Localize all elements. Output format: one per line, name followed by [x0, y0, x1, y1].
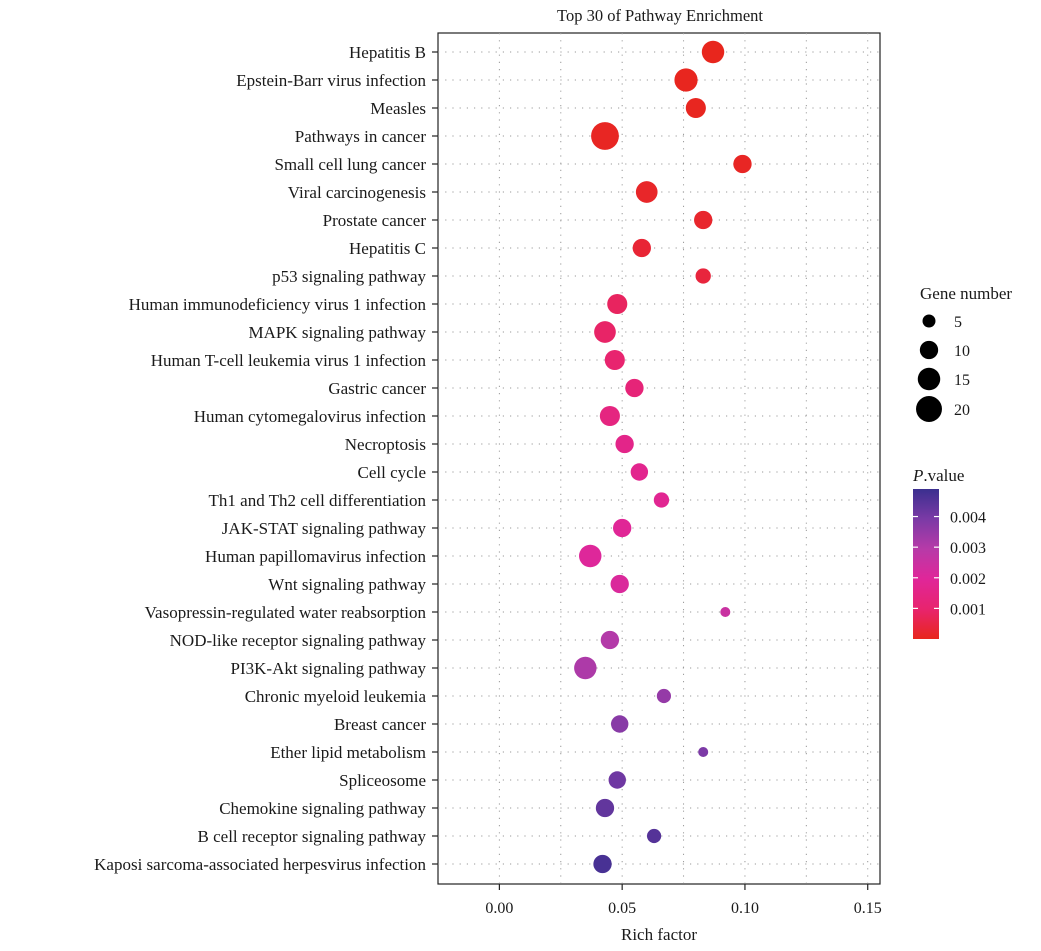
y-tick-label: Pathways in cancer: [295, 127, 427, 146]
x-tick-label: 0.05: [608, 900, 636, 917]
color-bar-label: 0.003: [950, 540, 986, 557]
y-tick-label: Prostate cancer: [323, 211, 427, 230]
y-tick-label: Wnt signaling pathway: [268, 575, 426, 594]
y-tick-label: NOD-like receptor signaling pathway: [170, 631, 427, 650]
data-point: [604, 349, 625, 371]
y-tick-label: Necroptosis: [345, 435, 426, 454]
y-tick-label: Viral carcinogenesis: [288, 183, 426, 202]
color-bar-label: 0.004: [950, 510, 986, 527]
y-tick-label: Human cytomegalovirus infection: [194, 407, 427, 426]
data-point: [610, 574, 629, 594]
data-point: [653, 492, 670, 508]
data-point: [674, 68, 698, 92]
color-legend-title-rest: .value: [923, 466, 964, 485]
x-tick-label: 0.00: [485, 900, 513, 917]
y-tick-label: Epstein-Barr virus infection: [236, 71, 426, 90]
plot-area: Hepatitis B Epstein-Barr virus infection M…: [94, 32, 882, 917]
y-tick-label: Hepatitis C: [349, 239, 426, 258]
y-tick-label: Ether lipid metabolism: [270, 743, 426, 762]
data-point: [720, 606, 731, 618]
size-legend-dot: [919, 340, 939, 360]
grid-lines: [438, 33, 880, 884]
size-legend-label: 20: [954, 402, 970, 419]
y-tick-label: MAPK signaling pathway: [248, 323, 426, 342]
data-point: [612, 518, 632, 538]
color-bar: [913, 489, 939, 639]
size-legend-label: 10: [954, 343, 970, 360]
data-point: [685, 97, 706, 119]
data-point: [607, 293, 628, 315]
size-legend-dot: [922, 314, 936, 328]
data-point: [630, 463, 649, 481]
data-point: [579, 544, 602, 568]
y-tick-label: Gastric cancer: [328, 379, 426, 398]
y-tick-label: JAK-STAT signaling pathway: [222, 519, 427, 538]
y-tick-label: Spliceosome: [339, 771, 426, 790]
data-point: [625, 378, 644, 398]
x-tick-label: 0.10: [731, 900, 759, 917]
color-bar-label: 0.002: [950, 571, 986, 588]
y-tick-label: Hepatitis B: [349, 43, 426, 62]
data-point: [656, 688, 672, 704]
y-tick-label: PI3K-Akt signaling pathway: [231, 659, 427, 678]
y-tick-label: Human papillomavirus infection: [205, 547, 426, 566]
data-point: [694, 210, 713, 230]
size-legend-dot: [917, 367, 941, 391]
y-tick-label: Human T-cell leukemia virus 1 infection: [151, 351, 427, 370]
data-point: [593, 854, 612, 874]
y-tick-label: Measles: [370, 99, 426, 118]
data-point: [611, 715, 629, 733]
y-tick-label: Breast cancer: [334, 715, 426, 734]
data-point: [695, 268, 711, 284]
data-point: [698, 746, 709, 758]
y-tick-label: Chronic myeloid leukemia: [245, 687, 427, 706]
color-legend-title-italic: P: [912, 466, 923, 485]
y-tick-label: Kaposi sarcoma-associated herpesvirus in…: [94, 855, 426, 874]
data-point: [595, 798, 615, 818]
data-point: [608, 771, 626, 789]
y-tick-label: p53 signaling pathway: [272, 267, 426, 286]
data-point: [635, 181, 658, 203]
y-tick-label: Th1 and Th2 cell differentiation: [209, 491, 427, 510]
color-bar-label: 0.001: [950, 601, 986, 618]
y-tick-label: B cell receptor signaling pathway: [198, 827, 427, 846]
data-point: [632, 238, 651, 258]
data-point: [599, 405, 620, 427]
y-tick-label: Chemokine signaling pathway: [219, 799, 426, 818]
color-legend-title: P.value: [912, 466, 964, 485]
color-legend: P.value 0.001 0.002 0.003 0.004: [912, 466, 986, 639]
data-point: [591, 122, 619, 150]
y-tick-label: Vasopressin-regulated water reabsorption: [145, 603, 427, 622]
size-legend-label: 5: [954, 314, 962, 331]
y-tick-label: Human immunodeficiency virus 1 infection: [129, 295, 427, 314]
size-legend-title: Gene number: [920, 284, 1012, 303]
y-axis: Hepatitis B Epstein-Barr virus infection M…: [94, 43, 438, 874]
x-tick-label: 0.15: [854, 900, 882, 917]
size-legend-dot: [916, 396, 942, 422]
chart-title: Top 30 of Pathway Enrichment: [557, 6, 763, 25]
plot-frame: [437, 32, 881, 885]
x-axis-title: Rich factor: [621, 925, 697, 944]
data-point: [594, 321, 616, 343]
y-tick-label: Cell cycle: [358, 463, 426, 482]
data-point: [574, 656, 597, 680]
size-legend-label: 15: [954, 372, 970, 389]
data-points: [574, 40, 752, 874]
data-point: [733, 154, 752, 174]
data-point: [701, 40, 725, 64]
y-tick-label: Small cell lung cancer: [274, 155, 426, 174]
x-axis: 0.00 0.05 0.10 0.15: [485, 884, 882, 917]
data-point: [600, 630, 620, 650]
data-point: [615, 434, 634, 454]
data-point: [646, 828, 662, 844]
size-legend: Gene number 5 10 15 20: [916, 284, 1012, 422]
